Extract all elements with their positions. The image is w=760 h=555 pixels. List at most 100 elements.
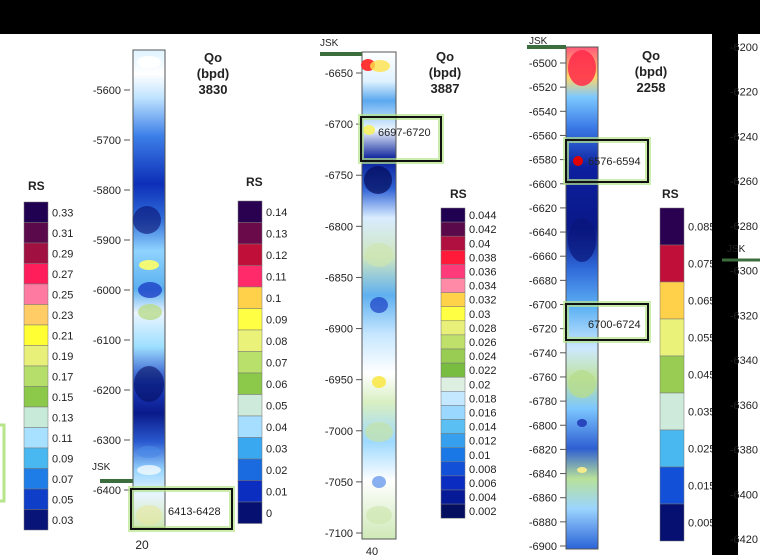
legend-swatch [440,447,466,463]
legend-tick-label: 0.035 [688,407,716,419]
y-tick-label: -6950 [325,375,353,387]
y-tick-label: -7100 [325,528,353,540]
well-3-title-qo: Qo [642,48,660,63]
panel-well-1: -5600 -5700 -5800 -5900 -6000 -6100 -6200 -6300… [82,40,297,555]
legend-tick-label: 0.13 [266,228,287,240]
legend-2: RS 0.14 0.13 0.12 0.11 0.1 0.09 0.08 0.07 0.06 0.… [237,175,287,524]
well-3-title-unit: (bpd) [635,64,667,79]
legend-tick-label: 0.042 [469,224,497,236]
legend-tick-label: 0.06 [266,379,287,391]
legend-swatch [440,362,466,378]
legend-swatch [237,243,263,266]
legend-swatch [440,419,466,434]
legend-tick-label: 0.01 [266,486,287,498]
legend-swatch [440,320,466,336]
legend-swatch [440,391,466,406]
legend-tick-label: 0.02 [469,379,490,391]
legend-tick-label: 0.026 [469,337,497,349]
legend-swatch [23,447,49,469]
well-1-jsk-label: JSK [92,462,111,473]
y-tick-label: -5800 [93,185,121,197]
y-tick-label: -6760 [529,372,557,384]
legend-tick-label: 0.03 [266,443,287,455]
y-tick-label: -6560 [529,130,557,142]
well-2-title-unit: (bpd) [429,65,461,80]
legend-swatch [440,334,466,350]
legend-swatch [440,405,466,420]
legend-swatch [23,468,49,490]
legend-tick-label: 0.04 [266,422,287,434]
legend-swatch [237,200,263,223]
legend-swatch [23,427,49,449]
y-tick-label: -6600 [529,179,557,191]
legend-tick-label: 0.15 [52,392,73,404]
y-tick-label: -6860 [529,493,557,505]
well-2-x-tick: 40 [366,546,378,555]
legend-tick-label: 0.024 [469,351,497,363]
well-3-highlight-box-2 [565,303,649,341]
y-tick-label: -6820 [529,444,557,456]
legend-tick-label: 0.09 [52,453,73,465]
legend-tick-label: 0.055 [688,333,716,345]
legend-tick-label: 0.07 [266,357,287,369]
legend-swatch [237,265,263,288]
well-2-highlight-box [360,116,442,162]
legend-swatch [23,242,49,264]
legend-swatch [440,489,466,505]
legend-swatch [659,207,685,246]
legend-1: RS 0.33 0.31 0.29 0.27 0.25 0.23 0.21 0.19 0.17 0… [23,179,73,531]
legend-4: RS 0.085 0.075 0.065 0.055 0.045 0.035 0.025 0.… [659,187,716,542]
legend-tick-label: 0.09 [266,314,287,326]
legend-tick-label: 0.27 [52,269,73,281]
legend-tick-label: 0.022 [469,365,497,377]
panel-well-4-partial: -6200 -6220 -6240 -6260 -6280 -6300 -6320 -6340… [712,34,760,555]
legend-tick-label: 0.025 [688,444,716,456]
legend-tick-label: 0.21 [52,330,73,342]
y-tick-label: -6340 [730,355,758,367]
y-tick-label: -6720 [529,324,557,336]
y-tick-label: -6200 [93,385,121,397]
y-tick-label: -6240 [730,131,758,143]
legend-swatch [659,355,685,394]
legend-swatch [440,221,466,237]
y-tick-label: -6100 [93,335,121,347]
legend-swatch [440,250,466,265]
y-tick-label: -6500 [529,58,557,70]
y-tick-label: -5900 [93,235,121,247]
well-3-qo-value: 2258 [637,80,666,95]
y-tick-label: -6850 [325,272,353,284]
y-tick-label: -6700 [529,300,557,312]
legend-swatch [440,461,466,477]
legend-tick-label: 0.13 [52,412,73,424]
y-tick-label: -6200 [730,42,758,54]
legend-swatch [659,318,685,357]
y-tick-label: -6360 [730,400,758,412]
well-1-highlight-label: 6413-6428 [168,506,221,518]
legend-swatch [23,222,49,244]
legend-swatch [237,437,263,460]
y-tick-label: -6280 [730,221,758,233]
y-tick-label: -6540 [529,106,557,118]
legend-tick-label: 0.045 [688,370,716,382]
legend-swatch [23,201,49,223]
legend-tick-label: 0.11 [266,271,287,283]
legend-swatch [440,292,466,307]
legend-tick-label: 0.14 [266,207,287,219]
legend-swatch [440,264,466,279]
legend-tick-label: 0.038 [469,252,497,264]
legend-swatch [440,235,466,251]
y-tick-label: -7050 [325,477,353,489]
y-tick-label: -6300 [93,435,121,447]
legend-tick-label: 0.25 [52,289,73,301]
legend-tick-label: 0.33 [52,207,73,219]
well-3-red-dot [573,156,583,166]
well-1-title-qo: Qo [204,50,222,65]
well-3-jsk-label: JSK [529,36,548,47]
y-tick-label: -6000 [93,285,121,297]
legend-tick-label: 0.29 [52,248,73,260]
legend-swatch [440,433,466,448]
legend-tick-label: 0.05 [52,494,73,506]
y-tick-label: -6300 [730,266,758,278]
legend-swatch [440,278,466,293]
legend-tick-label: 0.006 [469,478,497,490]
